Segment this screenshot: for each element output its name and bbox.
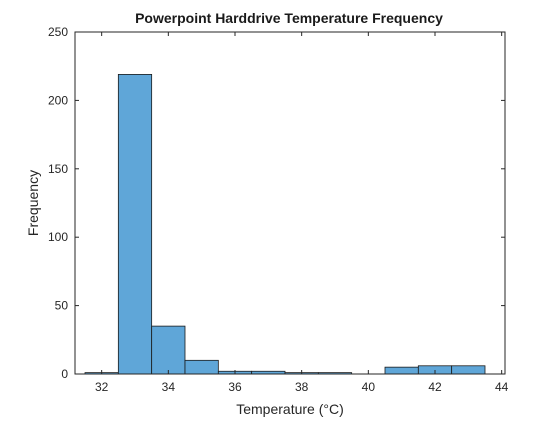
x-axis-label: Temperature (°C) — [236, 401, 344, 417]
histogram-bar-9 — [384, 366, 419, 375]
y-tick-label-5: 250 — [48, 25, 68, 39]
x-tick-label-0: 32 — [95, 380, 109, 394]
x-tick-label-3: 38 — [295, 380, 309, 394]
y-tick-label-3: 150 — [48, 162, 68, 176]
y-axis-ticks: 0 50 100 150 200 250 — [48, 25, 505, 381]
y-tick-label-0: 0 — [61, 367, 68, 381]
x-axis-ticks: 32 34 36 38 40 42 44 — [95, 32, 509, 394]
plot-area — [74, 31, 506, 375]
histogram-bar-3 — [184, 359, 219, 375]
y-axis-label: Frequency — [25, 170, 41, 236]
y-tick-label-1: 50 — [55, 299, 69, 313]
histogram-bar-1 — [117, 74, 153, 375]
axes-box — [74, 31, 506, 375]
x-tick-label-5: 42 — [428, 380, 442, 394]
x-tick-label-4: 40 — [362, 380, 376, 394]
y-tick-label-2: 100 — [48, 230, 68, 244]
x-tick-label-1: 34 — [162, 380, 176, 394]
x-tick-label-6: 44 — [495, 380, 509, 394]
histogram-bar-11 — [451, 365, 486, 375]
x-tick-label-2: 36 — [228, 380, 242, 394]
histogram-bar-2 — [151, 325, 186, 375]
chart-title: Powerpoint Harddrive Temperature Frequen… — [135, 10, 443, 26]
y-tick-label-4: 200 — [48, 93, 68, 107]
